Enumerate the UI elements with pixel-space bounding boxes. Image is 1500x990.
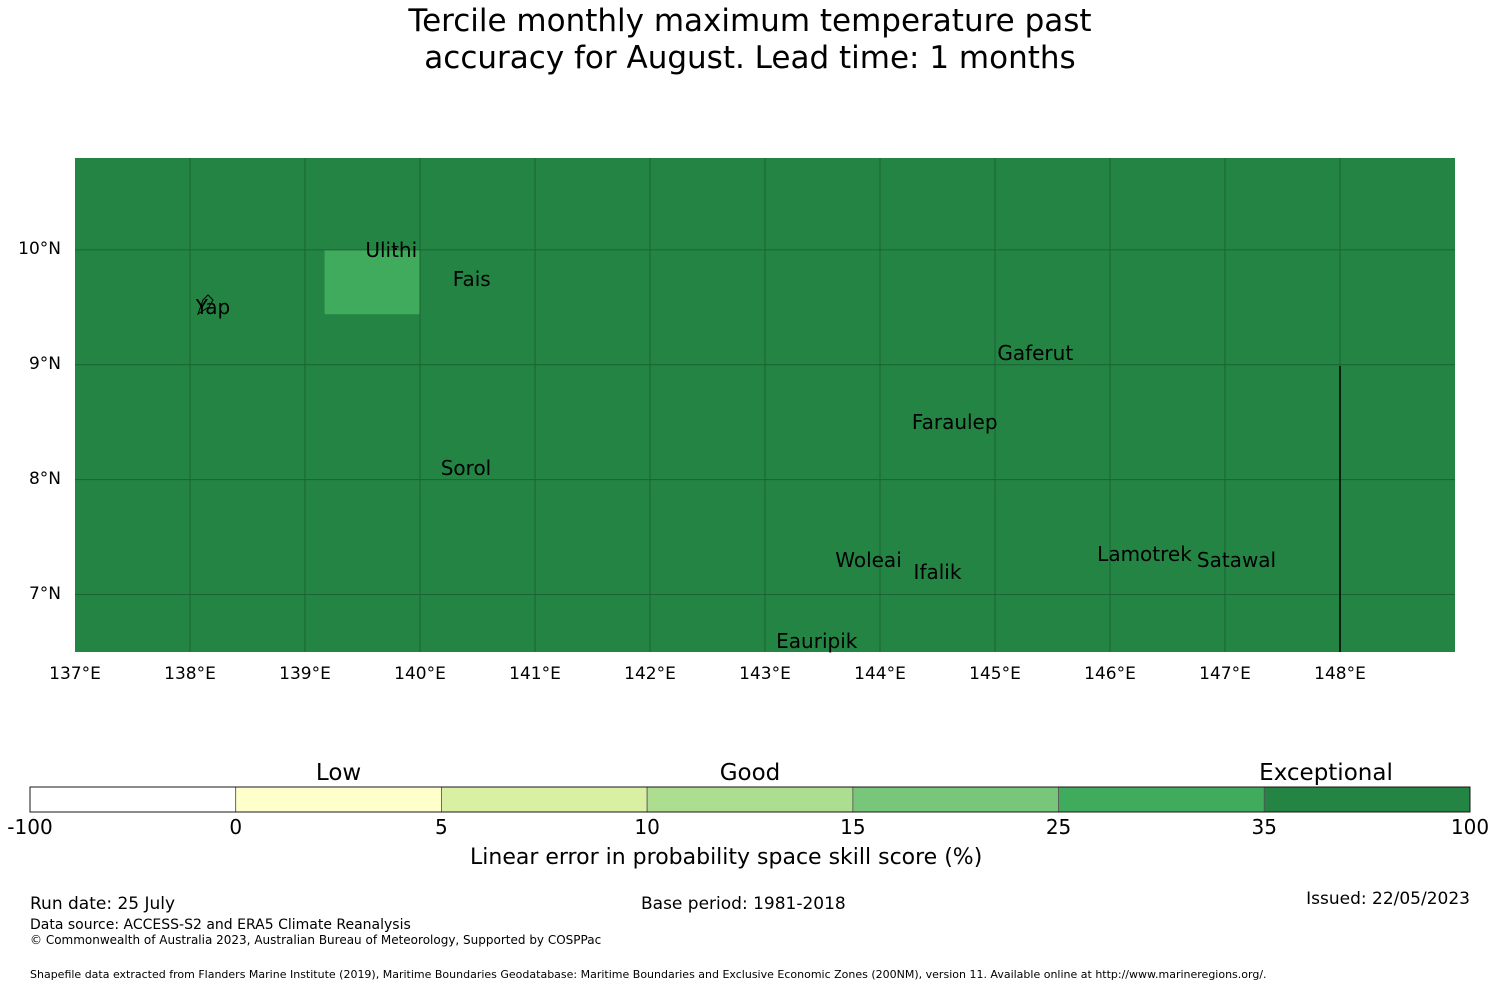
data-source: Data source: ACCESS-S2 and ERA5 Climate … [30, 917, 411, 933]
colorbar-category-label: Exceptional [1259, 760, 1393, 786]
place-label: Faraulep [911, 410, 998, 435]
colorbar-segment [29, 786, 237, 813]
lat-tick-label: 10°N [18, 238, 61, 259]
base-period: Base period: 1981-2018 [641, 894, 846, 914]
colorbar-tick-label: 0 [229, 815, 243, 839]
shapefile-credit: Shapefile data extracted from Flanders M… [30, 968, 1267, 981]
colorbar-segment [646, 786, 854, 813]
place-label: Ulithi [365, 237, 418, 262]
colorbar-tick-label: 15 [840, 815, 866, 839]
place-label: Eauripik [776, 628, 858, 653]
place-label: Lamotrek [1097, 542, 1192, 567]
lon-tick-label: 146°E [1084, 664, 1136, 684]
colorbar-segment [1058, 786, 1265, 813]
chart-title-line-2: accuracy for August. Lead time: 1 months [424, 40, 1076, 76]
place-label: Sorol [440, 456, 492, 481]
map-features [197, 248, 1341, 652]
issued-date: Issued: 22/05/2023 [1306, 889, 1470, 909]
lon-tick-label: 145°E [969, 664, 1021, 684]
lon-tick-label: 143°E [739, 664, 791, 684]
run-date: Run date: 25 July [30, 894, 176, 914]
colorbar-tick-label: 35 [1251, 815, 1277, 839]
yap-island-outline [197, 294, 214, 316]
colorbar-title: Linear error in probability space skill … [470, 845, 983, 870]
lon-tick-label: 141°E [509, 664, 561, 684]
colorbar-tick-label: 10 [634, 815, 660, 839]
colorbar-segment [235, 786, 442, 813]
skill-cells [324, 249, 420, 315]
lat-tick-label: 8°N [28, 468, 61, 489]
ulithi-atoll [395, 248, 397, 250]
copyright: © Commonwealth of Australia 2023, Austra… [30, 933, 602, 947]
lon-tick-label: 147°E [1199, 664, 1251, 684]
place-label: Yap [195, 295, 231, 320]
place-label: Fais [452, 266, 491, 291]
chart-title-line-1: Tercile monthly maximum temperature past [408, 3, 1092, 39]
colorbar-segment [441, 786, 648, 813]
colorbar-category-label: Low [315, 760, 362, 786]
lon-tick-label: 139°E [279, 664, 331, 684]
colorbar-tick-label: -100 [7, 815, 53, 839]
colorbar-segment [852, 786, 1059, 813]
skill-cell [324, 249, 420, 315]
colorbar-segment [1263, 786, 1471, 813]
lat-tick-label: 9°N [28, 353, 61, 374]
place-label: Gaferut [997, 341, 1074, 366]
place-label: Ifalik [913, 559, 962, 584]
lon-tick-label: 142°E [624, 664, 676, 684]
colorbar-tick-label: 25 [1045, 815, 1072, 839]
lon-tick-label: 137°E [49, 664, 101, 684]
lon-tick-label: 144°E [854, 664, 906, 684]
place-label: Satawal [1196, 548, 1277, 573]
colorbar-tick-label: 100 [1450, 815, 1490, 839]
colorbar-tick-label: 5 [435, 815, 448, 839]
colorbar [29, 786, 1471, 813]
lat-tick-label: 7°N [28, 583, 61, 604]
place-label: Woleai [835, 548, 902, 573]
lon-tick-label: 148°E [1314, 664, 1366, 684]
colorbar-category-label: Good [719, 760, 781, 786]
lon-tick-label: 140°E [394, 664, 446, 684]
lon-tick-label: 138°E [164, 664, 216, 684]
colorbar-frame [29, 786, 1471, 813]
